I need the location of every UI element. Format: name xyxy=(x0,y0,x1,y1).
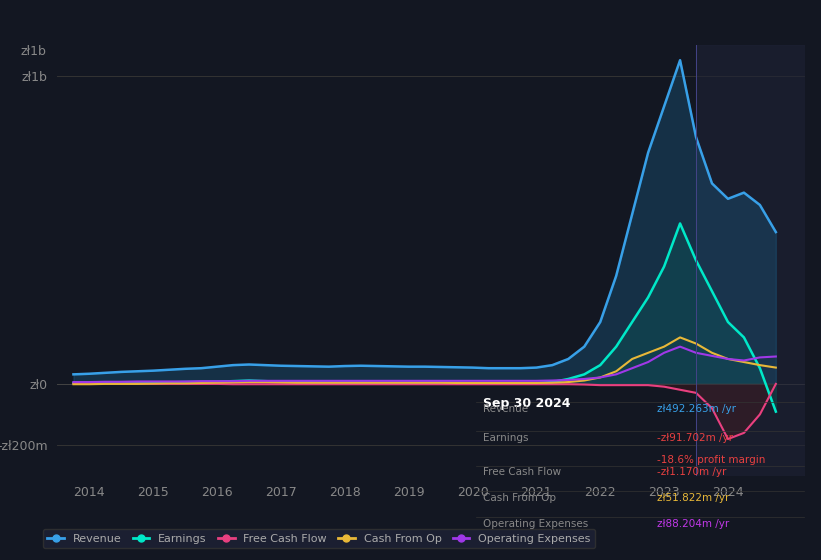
Text: zł492.263m /yr: zł492.263m /yr xyxy=(658,404,736,414)
Text: Free Cash Flow: Free Cash Flow xyxy=(483,468,561,478)
Text: Operating Expenses: Operating Expenses xyxy=(483,519,588,529)
Text: -zł91.702m /yr: -zł91.702m /yr xyxy=(658,433,733,444)
Text: Earnings: Earnings xyxy=(483,433,529,444)
Text: -18.6% profit margin: -18.6% profit margin xyxy=(658,455,766,465)
Text: zł1b: zł1b xyxy=(21,45,46,58)
Polygon shape xyxy=(696,45,805,476)
Text: Cash From Op: Cash From Op xyxy=(483,493,556,503)
Text: -zł1.170m /yr: -zł1.170m /yr xyxy=(658,468,727,478)
Text: Revenue: Revenue xyxy=(483,404,528,414)
Text: Sep 30 2024: Sep 30 2024 xyxy=(483,397,571,410)
Legend: Revenue, Earnings, Free Cash Flow, Cash From Op, Operating Expenses: Revenue, Earnings, Free Cash Flow, Cash … xyxy=(43,529,595,548)
Text: zł51.822m /yr: zł51.822m /yr xyxy=(658,493,730,503)
Text: zł88.204m /yr: zł88.204m /yr xyxy=(658,519,730,529)
